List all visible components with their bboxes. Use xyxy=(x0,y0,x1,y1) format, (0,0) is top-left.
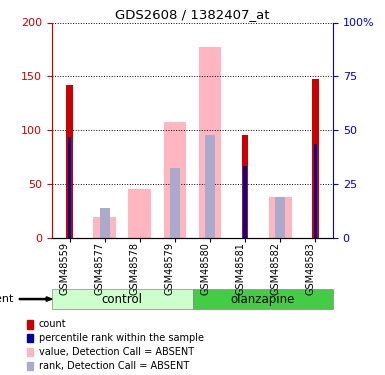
Text: GSM48577: GSM48577 xyxy=(95,242,105,295)
Text: GSM48578: GSM48578 xyxy=(130,242,140,295)
Bar xyxy=(170,168,180,238)
Text: olanzapine: olanzapine xyxy=(231,292,295,306)
Text: GSM48582: GSM48582 xyxy=(270,242,280,295)
Title: GDS2608 / 1382407_at: GDS2608 / 1382407_at xyxy=(115,8,270,21)
Text: GSM48580: GSM48580 xyxy=(200,242,210,295)
Bar xyxy=(242,135,248,238)
Bar xyxy=(68,137,71,238)
Bar xyxy=(312,79,319,238)
Text: count: count xyxy=(38,320,66,329)
Text: GSM48559: GSM48559 xyxy=(60,242,70,295)
Text: value, Detection Call = ABSENT: value, Detection Call = ABSENT xyxy=(38,347,194,357)
Bar xyxy=(243,166,247,238)
Bar xyxy=(66,85,73,238)
Bar xyxy=(100,208,110,238)
Text: agent: agent xyxy=(0,294,13,304)
Text: GSM48581: GSM48581 xyxy=(235,242,245,295)
Text: GSM48583: GSM48583 xyxy=(305,242,315,295)
Text: control: control xyxy=(102,292,143,306)
Bar xyxy=(205,135,215,238)
Bar xyxy=(314,144,317,238)
Bar xyxy=(199,47,221,238)
Text: rank, Detection Call = ABSENT: rank, Detection Call = ABSENT xyxy=(38,361,189,371)
Bar xyxy=(269,197,292,238)
Bar xyxy=(275,197,285,238)
Text: GSM48579: GSM48579 xyxy=(165,242,175,295)
Bar xyxy=(128,189,151,238)
Bar xyxy=(93,217,116,238)
Bar xyxy=(164,122,186,238)
Text: percentile rank within the sample: percentile rank within the sample xyxy=(38,333,204,343)
